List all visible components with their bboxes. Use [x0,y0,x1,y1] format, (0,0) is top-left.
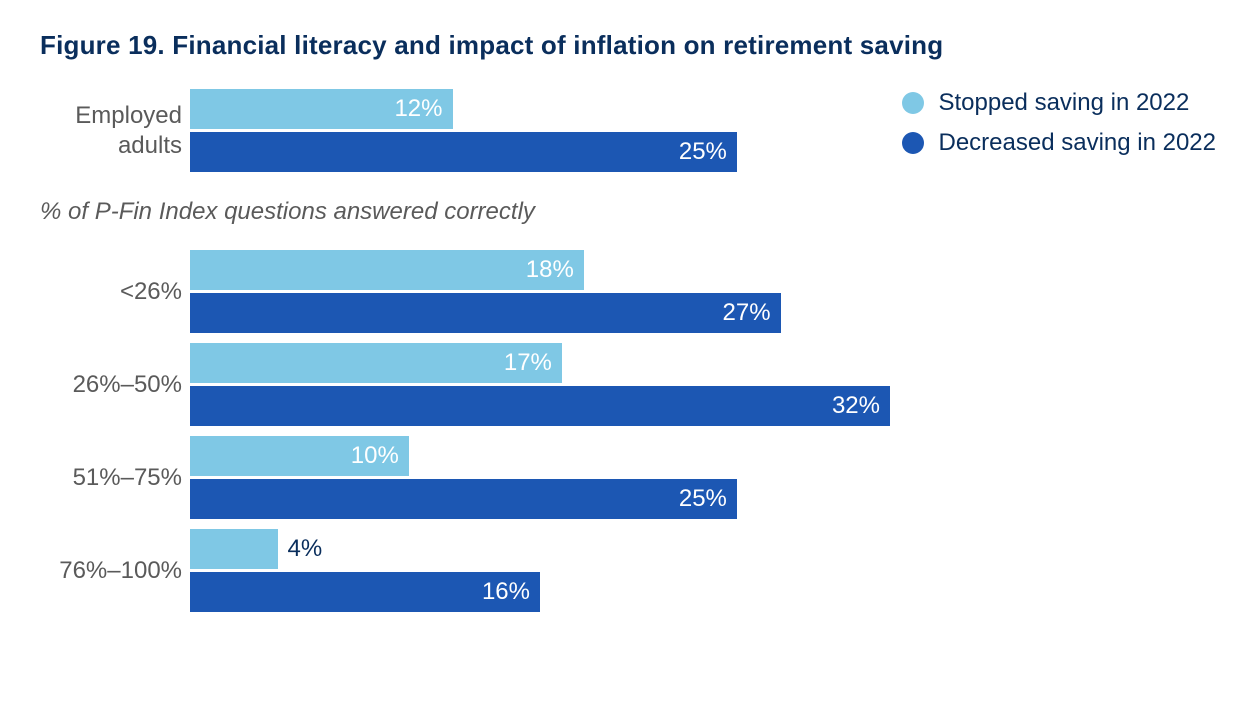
bar-row: 4% [190,529,890,569]
category-label-line: Employed [75,102,182,129]
value-label: 16% [482,578,530,606]
bar-decreased [190,386,890,426]
value-label: 10% [351,442,399,470]
value-label: 12% [394,95,442,123]
group-51-75: 51%–75% 10% 25% [40,436,1216,519]
category-label: 76%–100% [52,556,182,586]
bar-row: 25% [190,132,890,172]
category-label-employed-adults: Employed adults [52,101,182,161]
value-label: 32% [832,392,880,420]
category-label-line: adults [118,132,182,159]
bars-employed-adults: 12% 25% [190,89,890,172]
category-label: 26%–50% [52,370,182,400]
category-label: <26% [52,277,182,307]
bar-row: 16% [190,572,890,612]
value-label: 17% [504,349,552,377]
bar-row: 27% [190,293,890,333]
value-label: 4% [288,535,323,563]
chart-area: Stopped saving in 2022 Decreased saving … [40,89,1216,612]
bar-decreased [190,132,737,172]
bar-row: 25% [190,479,890,519]
section-subheading: % of P-Fin Index questions answered corr… [40,198,1216,226]
group-employed-adults: Employed adults 12% 25% [40,89,1216,172]
bar-row: 32% [190,386,890,426]
group-lt26: <26% 18% 27% [40,250,1216,333]
bar-row: 18% [190,250,890,290]
bars: 18% 27% [190,250,890,333]
bar-row: 17% [190,343,890,383]
value-label: 25% [679,485,727,513]
bar-decreased [190,293,781,333]
bar-row: 12% [190,89,890,129]
value-label: 18% [526,256,574,284]
bars: 17% 32% [190,343,890,426]
group-76-100: 76%–100% 4% 16% [40,529,1216,612]
figure-title: Figure 19. Financial literacy and impact… [40,30,1216,61]
value-label: 27% [723,299,771,327]
category-label: 51%–75% [52,463,182,493]
bars: 4% 16% [190,529,890,612]
bars: 10% 25% [190,436,890,519]
bar-stopped [190,250,584,290]
bar-stopped [190,529,278,569]
figure-container: Figure 19. Financial literacy and impact… [0,0,1256,708]
group-26-50: 26%–50% 17% 32% [40,343,1216,426]
value-label: 25% [679,138,727,166]
bar-row: 10% [190,436,890,476]
bar-decreased [190,479,737,519]
